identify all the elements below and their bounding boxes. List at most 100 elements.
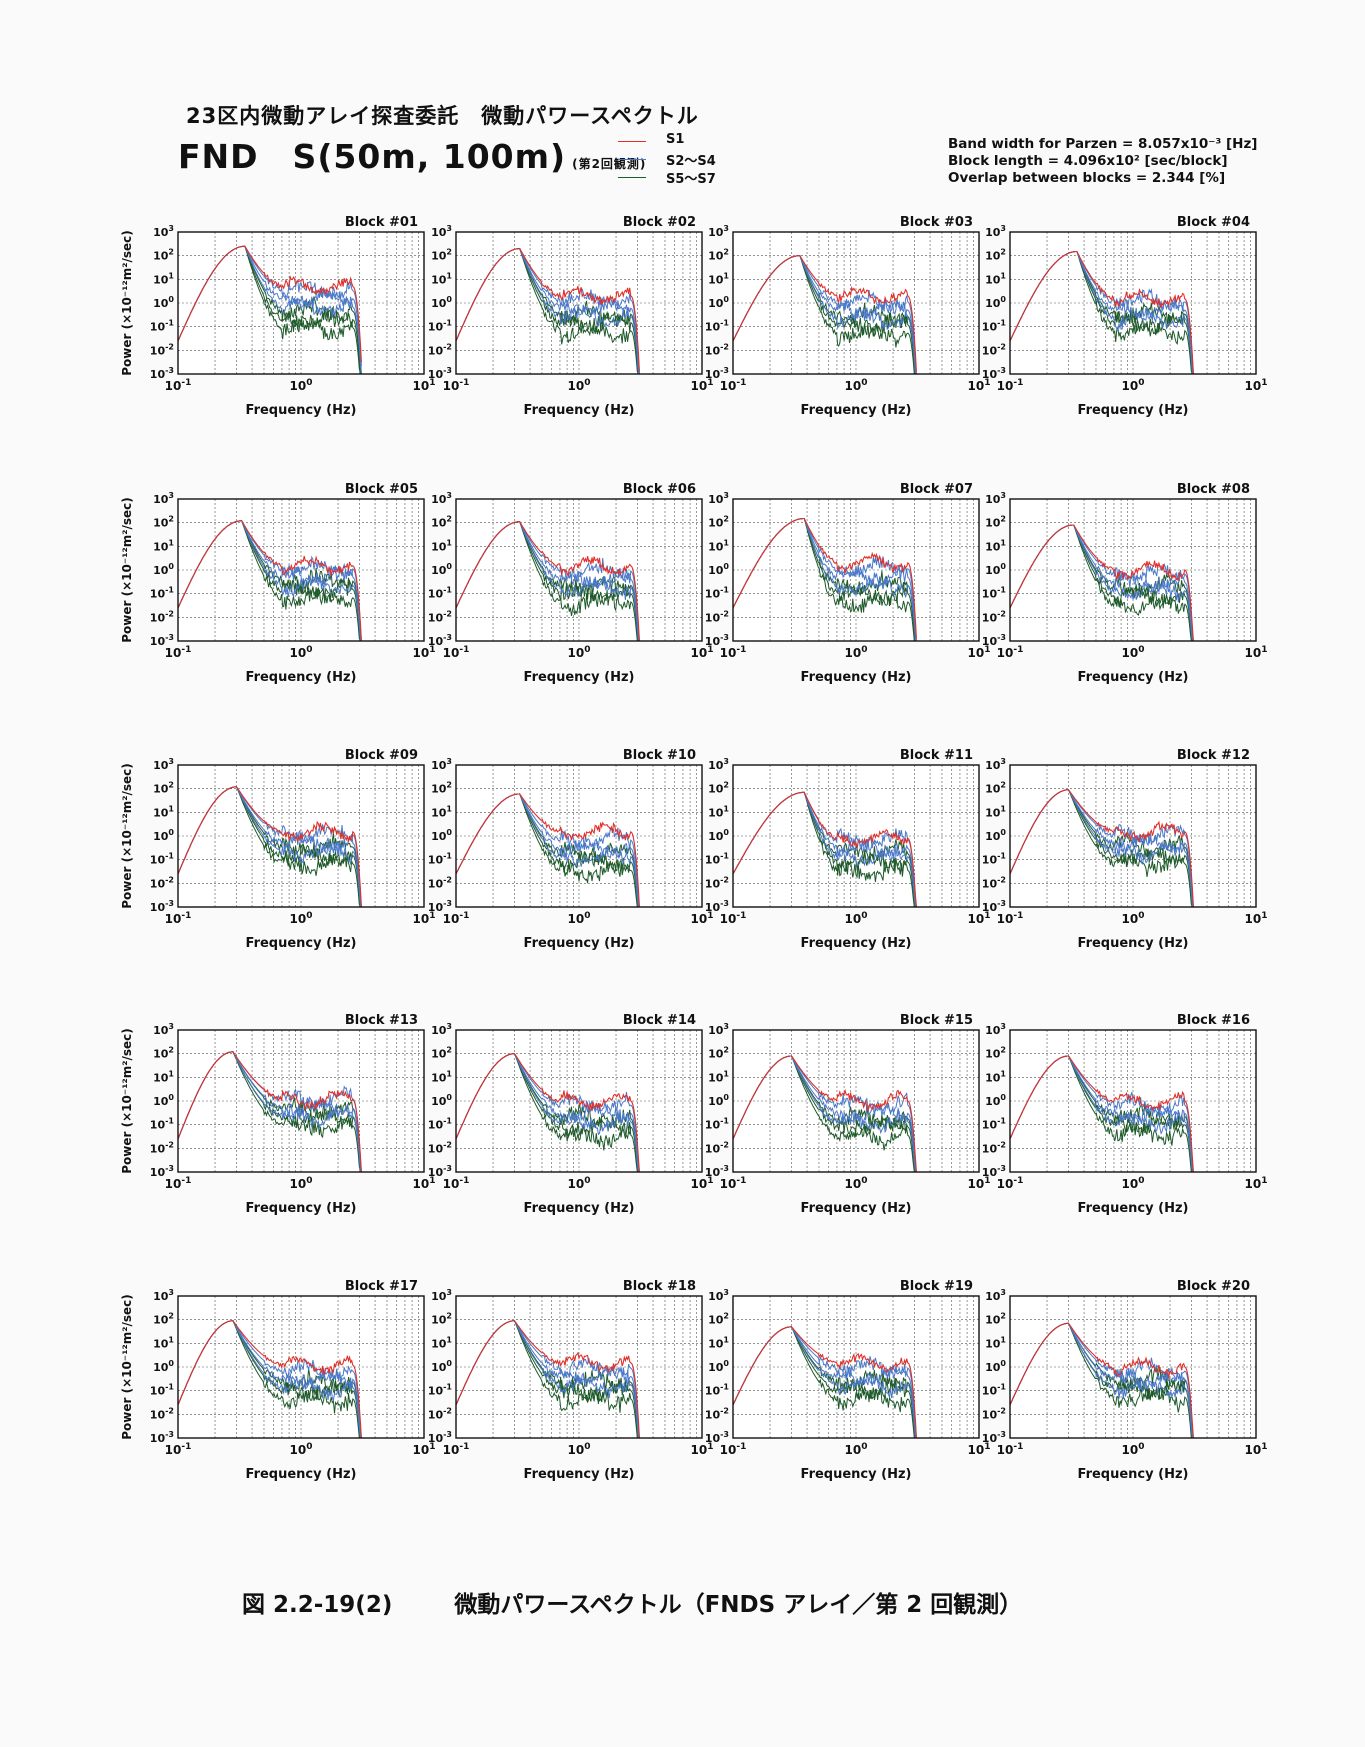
y-tick-label: 102: [431, 781, 452, 796]
y-tick-label: 100: [431, 295, 452, 310]
spectrum-panel: Block #17 10-1 100 101 103 102 101 100 10-1 10-2 1…: [120, 1279, 435, 1482]
y-tick-label: 103: [153, 1288, 174, 1303]
plot-frame: [1009, 1295, 1257, 1439]
figure-caption: 図 2.2-19(2) 微動パワースペクトル（FNDS アレイ／第 2 回観測）: [242, 1585, 1022, 1619]
panel-title: Block #14: [623, 1013, 696, 1028]
y-tick-label: 100: [708, 1359, 729, 1374]
spectrum-panel: Block #09 10-1 100 101 103 102 101 100 10-1 10-2 1…: [120, 748, 435, 951]
x-tick-label: 101: [1245, 1442, 1268, 1457]
y-tick-label: 10-1: [982, 852, 1007, 867]
y-tick-label: 103: [431, 1288, 452, 1303]
y-tick-label: 103: [153, 491, 174, 506]
plot-frame: [177, 231, 425, 375]
y-tick-label: 102: [708, 248, 729, 263]
series-line: [455, 793, 640, 908]
x-tick-label: 101: [968, 911, 991, 926]
y-tick-label: 101: [431, 271, 452, 286]
panel-title: Block #04: [1177, 215, 1250, 230]
x-tick-label: 100: [568, 1176, 591, 1191]
x-tick-label: 100: [290, 378, 313, 393]
plot-frame: [732, 1029, 980, 1173]
x-axis-label: Frequency (Hz): [801, 1201, 912, 1216]
y-tick-label: 10-2: [428, 1140, 452, 1155]
plot-frame: [1009, 498, 1257, 642]
x-tick-label: 10-1: [720, 378, 747, 393]
y-tick-label: 100: [985, 562, 1006, 577]
x-axis-label: Frequency (Hz): [524, 1467, 635, 1482]
y-tick-label: 103: [985, 1288, 1006, 1303]
x-tick-label: 10-1: [720, 645, 747, 660]
y-tick-label: 10-2: [982, 342, 1006, 357]
x-tick-label: 100: [290, 1176, 313, 1191]
y-tick-label: 10-3: [428, 899, 452, 914]
y-tick-label: 10-3: [982, 633, 1006, 648]
series-line: [1009, 1322, 1194, 1439]
panel-title: Block #18: [623, 1279, 696, 1294]
y-tick-label: 103: [153, 1022, 174, 1037]
x-tick-label: 100: [845, 911, 868, 926]
bandwidth-param: Band width for Parzen = 8.057x10⁻³ [Hz]: [948, 136, 1258, 152]
x-tick-label: 100: [1122, 1442, 1145, 1457]
plot-frame: [455, 764, 703, 908]
x-axis-label: Frequency (Hz): [246, 936, 357, 951]
y-tick-label: 102: [153, 1046, 174, 1061]
y-tick-label: 10-3: [982, 366, 1006, 381]
spectrum-panel: Block #05 10-1 100 101 103 102 101 100 10-1 10-2 1…: [120, 482, 435, 685]
y-tick-label: 100: [153, 828, 174, 843]
y-tick-label: 101: [985, 1069, 1006, 1084]
plot-frame: [177, 1295, 425, 1439]
y-tick-label: 102: [153, 248, 174, 263]
y-tick-label: 103: [985, 757, 1006, 772]
x-axis-label: Frequency (Hz): [1078, 1467, 1189, 1482]
plot-frame: [1009, 764, 1257, 908]
x-tick-label: 10-1: [997, 911, 1024, 926]
y-tick-label: 102: [985, 1046, 1006, 1061]
x-axis-label: Frequency (Hz): [524, 936, 635, 951]
y-tick-label: 102: [708, 515, 729, 530]
y-tick-label: 101: [431, 1069, 452, 1084]
y-axis-label: Power (×10⁻¹²m²/sec): [120, 1294, 134, 1439]
y-tick-label: 100: [431, 1093, 452, 1108]
series-line: [177, 1320, 362, 1439]
x-axis-label: Frequency (Hz): [246, 1201, 357, 1216]
y-tick-label: 101: [708, 804, 729, 819]
series-line: [177, 1051, 362, 1173]
x-axis-label: Frequency (Hz): [524, 403, 635, 418]
panel-title: Block #20: [1177, 1279, 1250, 1294]
y-tick-label: 101: [708, 271, 729, 286]
y-tick-label: 10-1: [428, 852, 453, 867]
panel-title: Block #17: [345, 1279, 418, 1294]
x-tick-label: 100: [568, 911, 591, 926]
panel-title: Block #13: [345, 1013, 418, 1028]
spectrum-panel: Block #10 10-1 100 101 103 102 101 100 10-1 10-2 1…: [428, 748, 714, 951]
y-tick-label: 101: [153, 538, 174, 553]
y-tick-label: 102: [431, 1046, 452, 1061]
spectrum-panel: Block #15 10-1 100 101 103 102 101 100 10-1 10-2 1…: [705, 1013, 991, 1216]
series-line: [455, 247, 640, 372]
y-tick-label: 102: [708, 1046, 729, 1061]
y-tick-label: 102: [985, 515, 1006, 530]
y-tick-label: 10-1: [428, 1117, 453, 1132]
y-tick-label: 100: [153, 1359, 174, 1374]
x-tick-label: 101: [968, 378, 991, 393]
y-tick-label: 10-1: [150, 852, 175, 867]
y-axis-label: Power (×10⁻¹²m²/sec): [120, 230, 134, 375]
y-tick-label: 10-3: [428, 633, 452, 648]
panel-title: Block #11: [900, 748, 973, 763]
y-tick-label: 103: [708, 224, 729, 239]
spectrum-panel: Block #04 10-1 100 101 103 102 101 100 10-1 10-2 1…: [982, 215, 1268, 418]
y-tick-label: 10-2: [982, 609, 1006, 624]
block-length-param: Block length = 4.096x10² [sec/block]: [948, 153, 1228, 169]
x-axis-label: Frequency (Hz): [801, 936, 912, 951]
y-tick-label: 100: [431, 1359, 452, 1374]
series-line: [177, 520, 362, 642]
x-tick-label: 101: [413, 378, 436, 393]
y-tick-label: 101: [153, 1335, 174, 1350]
y-tick-label: 103: [431, 224, 452, 239]
x-tick-label: 10-1: [165, 1442, 192, 1457]
x-tick-label: 100: [845, 1176, 868, 1191]
spectrum-panel: Block #06 10-1 100 101 103 102 101 100 10-1 10-2 1…: [428, 482, 714, 685]
x-tick-label: 100: [845, 645, 868, 660]
x-axis-label: Frequency (Hz): [524, 670, 635, 685]
x-tick-label: 100: [1122, 645, 1145, 660]
